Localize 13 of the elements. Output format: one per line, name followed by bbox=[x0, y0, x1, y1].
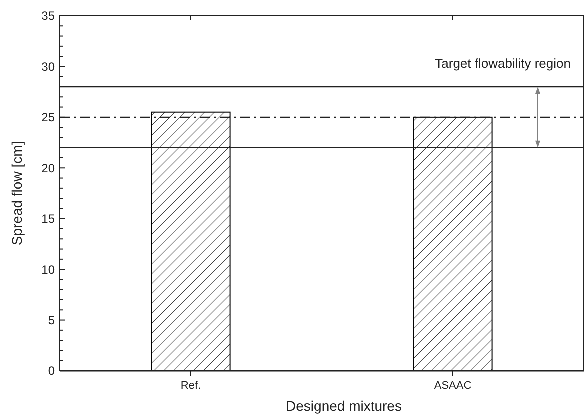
y-tick-label: 35 bbox=[42, 9, 56, 24]
y-tick-label: 25 bbox=[42, 110, 56, 125]
y-tick-label: 15 bbox=[42, 212, 56, 226]
y-tick-label: 10 bbox=[42, 262, 56, 277]
annotation: Target flowability region bbox=[435, 56, 571, 71]
x-axis-title: Designed mixtures bbox=[286, 398, 402, 414]
x-tick-label: Ref. bbox=[180, 380, 202, 392]
y-tick-label: 5 bbox=[48, 313, 56, 328]
x-tick-label: ASAAC bbox=[434, 380, 472, 392]
y-axis-title: Spread flow [cm] bbox=[9, 141, 25, 246]
y-tick-label: 20 bbox=[42, 161, 56, 176]
y-tick-label: 30 bbox=[42, 60, 56, 74]
y-tick-label: 0 bbox=[48, 364, 56, 378]
